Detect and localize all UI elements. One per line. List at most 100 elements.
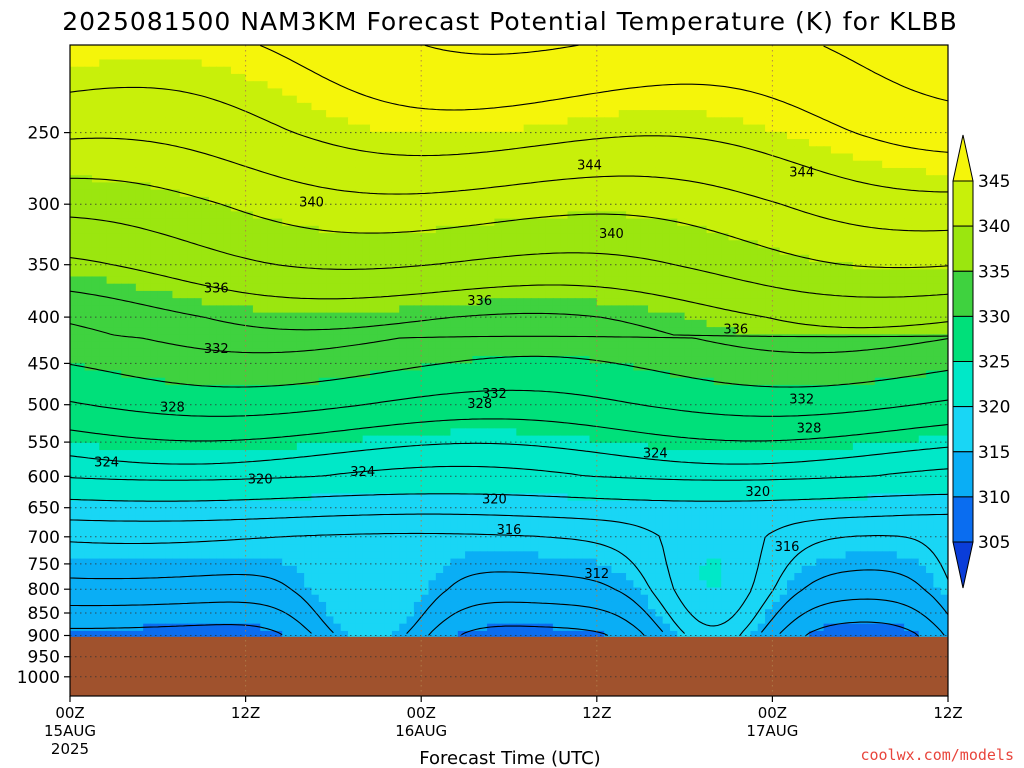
field-cell (604, 247, 613, 256)
field-cell (435, 233, 444, 241)
field-cell (509, 225, 517, 234)
field-cell (150, 175, 159, 184)
field-cell (494, 341, 503, 350)
field-cell (574, 167, 583, 176)
field-cell (552, 204, 561, 212)
field-cell (545, 160, 554, 169)
field-cell (845, 45, 854, 53)
field-cell (538, 327, 547, 335)
field-cell (165, 124, 174, 133)
field-cell (794, 269, 803, 278)
field-cell (413, 276, 422, 285)
field-cell (362, 225, 371, 234)
field-cell (501, 88, 510, 97)
field-cell (128, 225, 137, 234)
field-cell (362, 247, 371, 256)
field-cell (874, 139, 883, 147)
field-cell (201, 334, 210, 343)
field-cell (194, 59, 203, 68)
field-cell (706, 334, 715, 343)
field-cell (772, 81, 781, 89)
field-cell (391, 262, 400, 270)
field-cell (165, 45, 174, 53)
field-cell (252, 283, 261, 292)
field-cell (823, 283, 832, 292)
field-cell (852, 290, 861, 299)
field-cell (216, 290, 225, 299)
field-cell (238, 45, 247, 53)
field-cell (355, 175, 364, 184)
field-cell (691, 160, 700, 169)
field-cell (413, 305, 422, 314)
field-cell (157, 153, 166, 162)
field-cell (721, 95, 730, 104)
field-cell (421, 283, 430, 292)
field-cell (289, 139, 298, 147)
field-cell (889, 283, 898, 292)
field-cell (757, 73, 766, 82)
field-cell (143, 124, 152, 133)
field-cell (355, 167, 364, 176)
field-cell (267, 59, 276, 68)
field-cell (267, 218, 276, 227)
field-cell (691, 211, 700, 220)
field-cell (706, 124, 715, 133)
field-cell (721, 218, 730, 227)
field-cell (552, 247, 561, 256)
field-cell (896, 298, 905, 306)
field-cell (238, 327, 247, 335)
field-cell (267, 95, 276, 104)
field-cell (691, 52, 700, 61)
field-cell (252, 175, 261, 184)
field-cell (238, 204, 247, 212)
field-cell (509, 334, 517, 343)
field-cell (84, 233, 93, 241)
field-cell (201, 102, 210, 111)
field-cell (509, 175, 517, 184)
field-cell (640, 117, 649, 126)
field-cell (216, 153, 225, 162)
field-cell (911, 211, 920, 220)
field-cell (889, 110, 898, 118)
field-cell (911, 254, 920, 263)
field-cell (735, 312, 744, 321)
field-cell (735, 59, 744, 68)
field-cell (699, 124, 708, 133)
field-cell (84, 102, 93, 111)
field-cell (757, 298, 766, 306)
field-cell (830, 102, 839, 111)
field-cell (904, 327, 913, 335)
field-cell (618, 175, 627, 184)
field-cell (179, 167, 188, 176)
field-cell (750, 110, 759, 118)
field-cell (926, 88, 934, 97)
field-cell (779, 73, 788, 82)
field-cell (801, 189, 810, 198)
field-cell (896, 211, 905, 220)
field-cell (362, 160, 371, 169)
field-cell (465, 341, 474, 350)
field-cell (604, 45, 613, 53)
field-cell (245, 124, 254, 133)
field-cell (530, 233, 539, 241)
field-cell (326, 45, 334, 53)
field-cell (545, 189, 554, 198)
field-cell (406, 160, 415, 169)
field-cell (611, 327, 620, 335)
field-cell (465, 131, 474, 140)
field-cell (721, 88, 730, 97)
field-cell (84, 319, 93, 328)
field-cell (143, 290, 152, 299)
field-cell (516, 189, 525, 198)
field-cell (282, 182, 291, 191)
field-cell (428, 211, 437, 220)
field-cell (230, 269, 239, 278)
field-cell (252, 319, 261, 328)
field-cell (260, 59, 269, 68)
field-cell (743, 139, 752, 147)
field-cell (377, 59, 386, 68)
field-cell (209, 52, 217, 61)
field-cell (443, 117, 452, 126)
field-cell (77, 211, 86, 220)
field-cell (904, 225, 913, 234)
